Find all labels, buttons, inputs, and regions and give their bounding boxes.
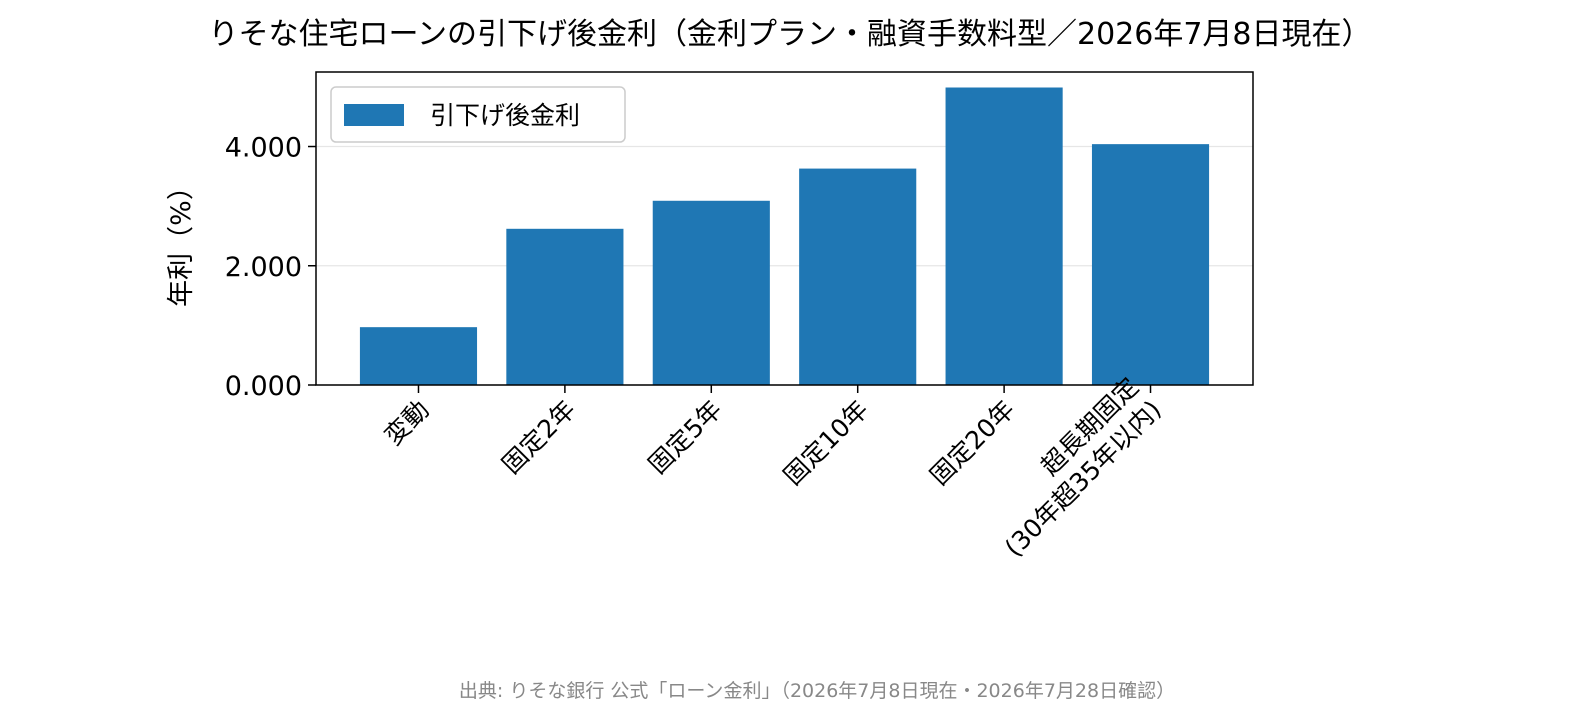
legend: 引下げ後金利 bbox=[330, 86, 626, 143]
legend-box bbox=[330, 86, 626, 143]
bar bbox=[799, 168, 917, 385]
bars bbox=[359, 87, 1210, 386]
bar bbox=[1091, 144, 1210, 385]
x-tick-text: 固定10年 bbox=[778, 395, 874, 491]
x-tick-text: 固定20年 bbox=[924, 395, 1020, 491]
x-tick-text: 変動 bbox=[379, 395, 435, 451]
legend-label: 引下げ後金利 bbox=[430, 101, 580, 130]
bar bbox=[506, 228, 624, 385]
x-tick-label: 固定2年 bbox=[496, 395, 581, 480]
bar bbox=[652, 200, 770, 385]
x-tick-label: 固定5年 bbox=[643, 395, 728, 480]
y-tick-label: 4.000 bbox=[225, 133, 302, 164]
x-tick-label: 変動 bbox=[379, 395, 435, 451]
x-tick-label: 固定20年 bbox=[924, 395, 1020, 491]
legend-swatch bbox=[344, 104, 404, 126]
x-tick-text: 固定2年 bbox=[496, 395, 581, 480]
y-tick-label: 2.000 bbox=[225, 252, 302, 283]
x-tick-label: 固定10年 bbox=[778, 395, 874, 491]
y-axis-label: 年利（%） bbox=[166, 173, 197, 307]
y-tick-label: 0.000 bbox=[225, 371, 302, 402]
bar bbox=[945, 87, 1063, 386]
y-axis-ticks: 0.000 2.000 4.000 bbox=[225, 133, 316, 402]
source-note: 出典: りそな銀行 公式「ローン金利」（2026年7月8日現在・2026年7月2… bbox=[459, 680, 1175, 702]
x-tick-text: 固定5年 bbox=[643, 395, 728, 480]
chart-title: りそな住宅ローンの引下げ後金利（金利プラン・融資手数料型／2026年7月8日現在… bbox=[208, 17, 1371, 52]
plot-frame bbox=[315, 71, 1254, 386]
bar bbox=[359, 327, 478, 385]
x-axis-ticks: 変動 固定2年 固定5年 固定10年 固定20年 超長期固定(30年超35年以内) bbox=[379, 372, 1167, 562]
